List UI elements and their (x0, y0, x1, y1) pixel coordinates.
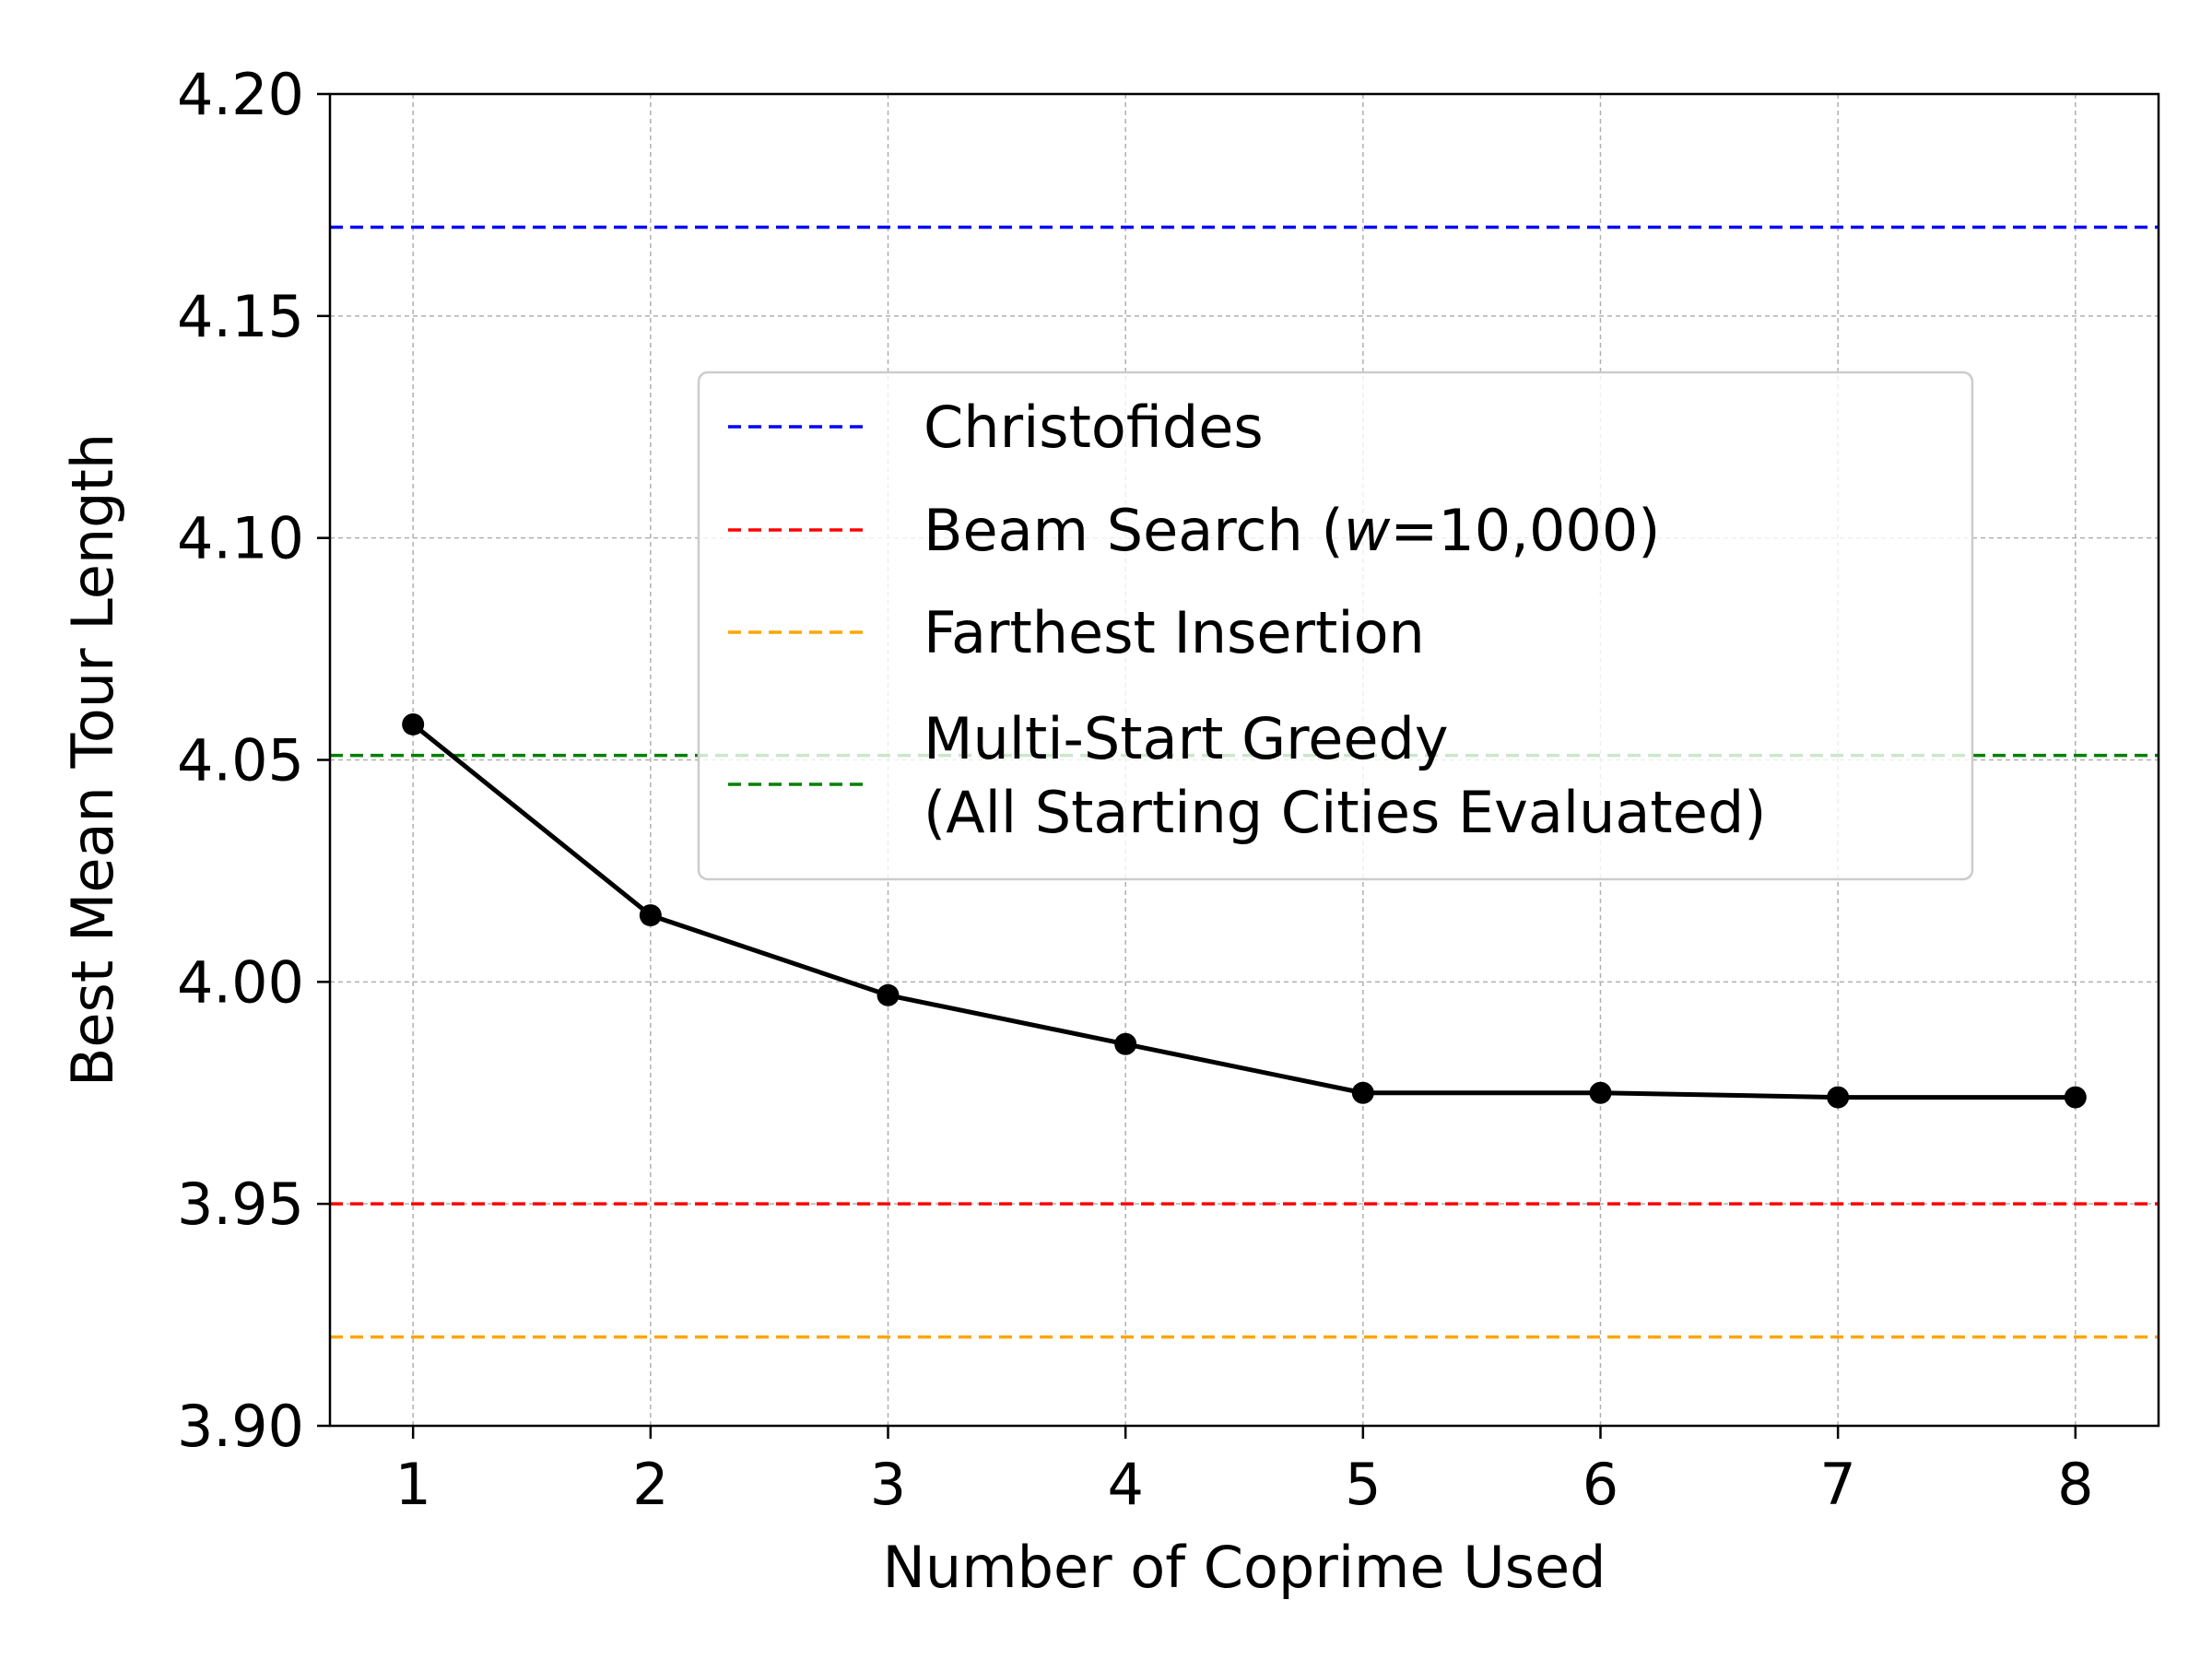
y-tick-label-3: 4.05 (177, 727, 304, 794)
legend: Christofides Beam Search (w=10,000) Farthe… (697, 371, 1974, 881)
x-tick-label-0: 1 (394, 1451, 430, 1518)
legend-label-0: Christofides (924, 394, 1264, 461)
x-tick-label-7: 8 (2057, 1451, 2093, 1518)
data-point-2 (877, 983, 900, 1006)
legend-label-3-line-0: Multi-Start Greedy (924, 705, 1449, 772)
y-tick-label-1: 3.95 (177, 1171, 304, 1238)
x-tick-label-5: 6 (1583, 1451, 1618, 1518)
axis-ticks: 1 2 3 4 5 6 7 8 3.90 3.95 4.00 4.05 4.10 4.15 4.20 (177, 61, 2094, 1518)
series-layer (402, 712, 2087, 1109)
y-tick-label-4: 4.10 (177, 505, 304, 572)
data-point-5 (1589, 1081, 1612, 1104)
x-tick-label-4: 5 (1345, 1451, 1381, 1518)
data-point-3 (1114, 1032, 1137, 1055)
series-line-0 (411, 723, 2076, 1100)
y-tick-label-2: 4.00 (177, 948, 304, 1016)
legend-box (697, 371, 1974, 881)
data-point-4 (1351, 1081, 1374, 1104)
legend-label-2: Farthest Insertion (924, 599, 1425, 666)
legend-label-1: Beam Search (w=10,000) (924, 497, 1660, 564)
data-point-7 (2064, 1086, 2087, 1109)
x-tick-label-2: 3 (870, 1451, 906, 1518)
y-tick-label-0: 3.90 (177, 1393, 304, 1460)
x-tick-label-3: 4 (1107, 1451, 1143, 1518)
data-point-1 (639, 904, 662, 927)
data-point-6 (1827, 1086, 1850, 1109)
y-tick-label-5: 4.15 (177, 283, 304, 350)
legend-label-3-line-1: (All Starting Cities Evaluated) (924, 779, 1766, 846)
y-tick-label-6: 4.20 (177, 61, 304, 128)
y-axis-label: Best Mean Tour Length (59, 433, 126, 1087)
x-tick-label-1: 2 (632, 1451, 668, 1518)
x-axis-label: Number of Coprime Used (883, 1534, 1606, 1601)
data-point-0 (402, 712, 425, 735)
x-tick-label-6: 7 (1819, 1451, 1855, 1518)
